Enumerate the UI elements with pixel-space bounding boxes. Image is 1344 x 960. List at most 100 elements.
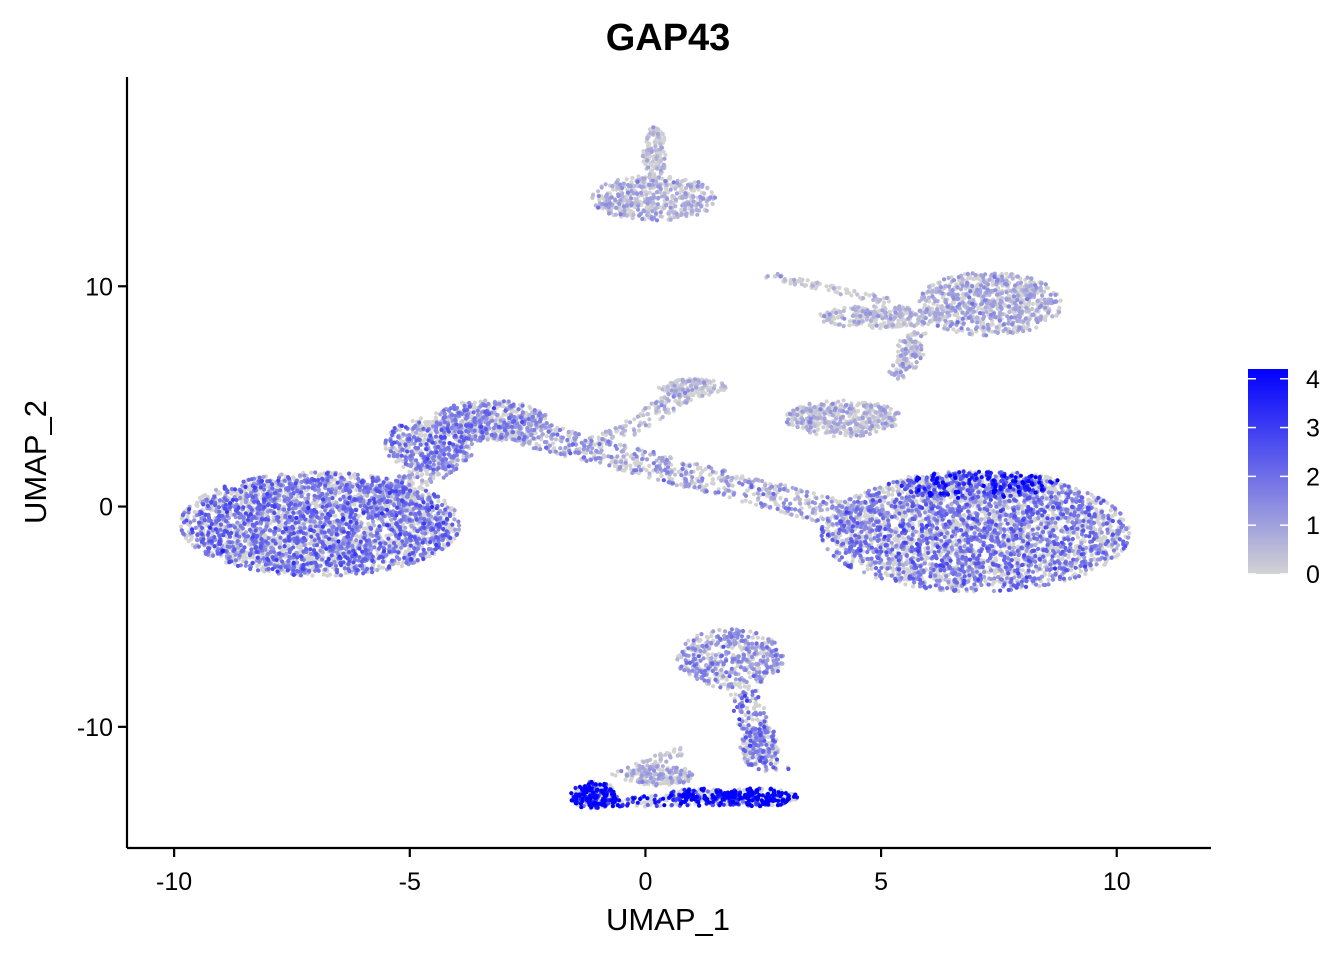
data-point <box>766 734 771 740</box>
data-point <box>389 532 394 537</box>
data-point <box>441 542 446 547</box>
data-point <box>309 470 314 475</box>
data-point <box>333 513 338 518</box>
data-point <box>716 388 721 393</box>
data-point <box>398 427 403 432</box>
data-point <box>1034 325 1039 330</box>
data-point <box>878 322 883 327</box>
data-point <box>885 573 890 578</box>
data-point <box>423 433 428 438</box>
data-point <box>230 490 235 495</box>
data-point <box>332 477 337 482</box>
data-point <box>724 677 729 682</box>
data-point <box>366 521 371 527</box>
data-point <box>1108 508 1113 513</box>
data-point <box>887 309 893 314</box>
data-point <box>1089 552 1094 558</box>
data-point <box>948 495 953 500</box>
data-point <box>864 517 869 522</box>
data-point <box>911 584 916 589</box>
data-point <box>892 536 897 542</box>
data-point <box>450 525 455 531</box>
data-point <box>243 556 249 561</box>
data-point <box>383 446 388 451</box>
data-point <box>705 652 711 657</box>
data-point <box>246 539 251 544</box>
data-point <box>1078 569 1084 574</box>
data-point <box>232 561 237 567</box>
data-point <box>890 492 895 497</box>
data-point <box>1001 572 1006 577</box>
data-point <box>376 564 381 569</box>
data-point <box>401 560 406 565</box>
data-point <box>434 411 439 416</box>
data-point <box>1014 557 1019 562</box>
data-point <box>472 400 477 405</box>
data-point <box>255 564 260 569</box>
data-point <box>426 492 431 497</box>
data-point <box>954 538 959 543</box>
data-point <box>194 502 199 507</box>
data-point <box>888 407 893 412</box>
data-point <box>427 421 432 426</box>
data-point <box>1095 517 1100 523</box>
data-point <box>896 538 901 543</box>
data-point <box>1043 317 1048 323</box>
data-point <box>393 447 398 452</box>
data-point <box>1073 572 1078 577</box>
data-point <box>922 303 927 308</box>
data-point <box>325 573 330 578</box>
data-point <box>1013 493 1019 498</box>
data-point <box>1066 553 1071 558</box>
data-point <box>183 535 189 541</box>
data-point <box>1011 327 1017 332</box>
data-point <box>825 526 830 531</box>
data-point <box>357 534 362 540</box>
data-point <box>321 572 326 577</box>
data-point <box>276 523 282 528</box>
data-point <box>348 475 353 480</box>
data-point <box>410 430 416 435</box>
data-point <box>865 567 870 572</box>
data-point <box>197 495 203 501</box>
data-point <box>847 319 853 324</box>
data-point <box>1033 518 1038 523</box>
data-point <box>1083 571 1088 577</box>
data-point <box>843 433 848 438</box>
data-point <box>427 554 432 559</box>
chart-title: GAP43 <box>606 17 731 59</box>
data-point <box>239 501 244 507</box>
data-point <box>831 434 836 439</box>
data-point <box>1089 492 1094 497</box>
data-point <box>1058 298 1063 303</box>
data-point <box>847 323 852 328</box>
data-point <box>1103 535 1108 540</box>
data-point <box>307 541 312 546</box>
data-point <box>1045 475 1050 480</box>
data-point <box>679 207 684 212</box>
data-point <box>396 561 401 566</box>
data-point <box>881 489 886 494</box>
data-point <box>215 491 220 496</box>
data-point <box>881 499 886 504</box>
data-point <box>286 543 291 548</box>
data-point <box>310 573 315 578</box>
data-point <box>189 535 195 540</box>
data-point <box>325 540 330 545</box>
data-point <box>433 415 439 420</box>
data-point <box>993 558 999 563</box>
data-point <box>419 432 424 437</box>
data-point <box>835 315 841 320</box>
data-point <box>527 404 532 409</box>
data-point <box>760 636 765 641</box>
data-point <box>873 575 878 580</box>
data-point <box>710 652 715 657</box>
data-point <box>390 521 395 526</box>
data-point <box>711 684 716 689</box>
data-point <box>410 418 415 424</box>
data-point <box>1020 568 1025 573</box>
data-point <box>736 683 741 688</box>
data-point <box>449 506 454 511</box>
data-point <box>381 565 386 570</box>
